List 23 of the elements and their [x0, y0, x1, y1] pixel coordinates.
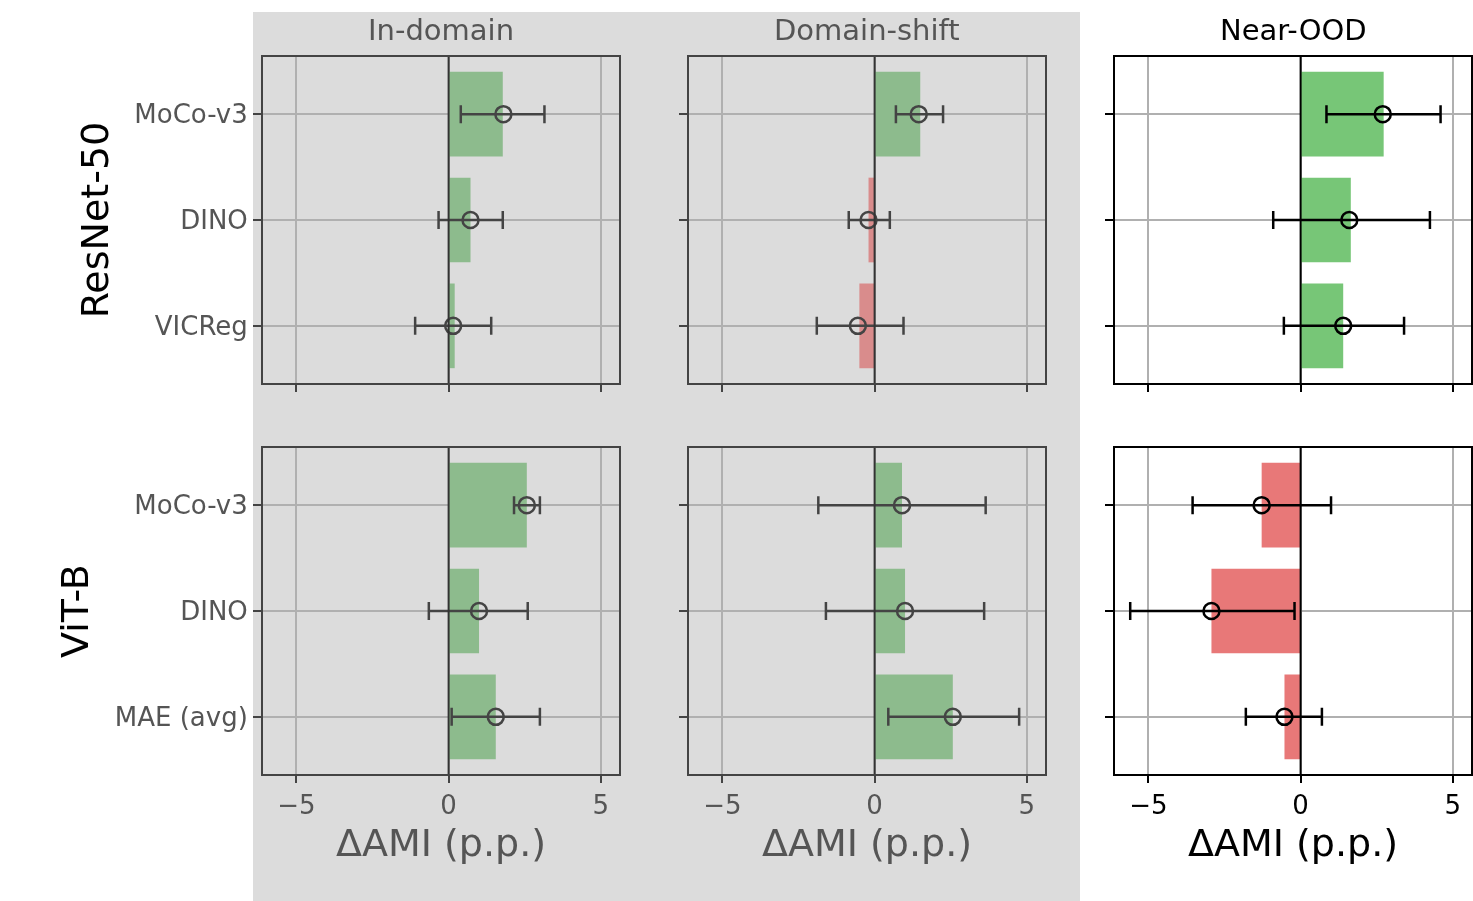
chart-title: In-domain: [368, 13, 515, 47]
x-tick-label: 5: [1018, 790, 1036, 821]
x-tick-label: 0: [1292, 790, 1309, 821]
y-tick-label: MoCo-v3: [134, 99, 248, 130]
x-tick-label: 0: [440, 790, 457, 821]
chart-title: Near-OOD: [1220, 13, 1367, 47]
y-tick-label: MAE (avg): [114, 701, 248, 732]
x-tick-label: −5: [703, 790, 742, 821]
x-tick-label: −5: [1129, 790, 1168, 821]
x-tick-label: 5: [1444, 790, 1462, 821]
y-tick-label: DINO: [180, 205, 248, 236]
y-axis-title: ViT-B: [53, 564, 98, 658]
y-tick-label: DINO: [180, 596, 248, 627]
x-tick-label: −5: [277, 790, 316, 821]
y-tick-label: VICReg: [154, 310, 248, 341]
chart-title: Domain-shift: [774, 13, 960, 47]
y-axis-title: ResNet-50: [73, 121, 117, 319]
x-axis-title: ΔAMI (p.p.): [1187, 820, 1399, 865]
x-axis-title: ΔAMI (p.p.): [335, 820, 547, 865]
x-tick-label: 0: [866, 790, 883, 821]
x-tick-label: 5: [592, 790, 610, 821]
x-axis-title: ΔAMI (p.p.): [761, 820, 973, 865]
y-tick-label: MoCo-v3: [134, 490, 248, 521]
